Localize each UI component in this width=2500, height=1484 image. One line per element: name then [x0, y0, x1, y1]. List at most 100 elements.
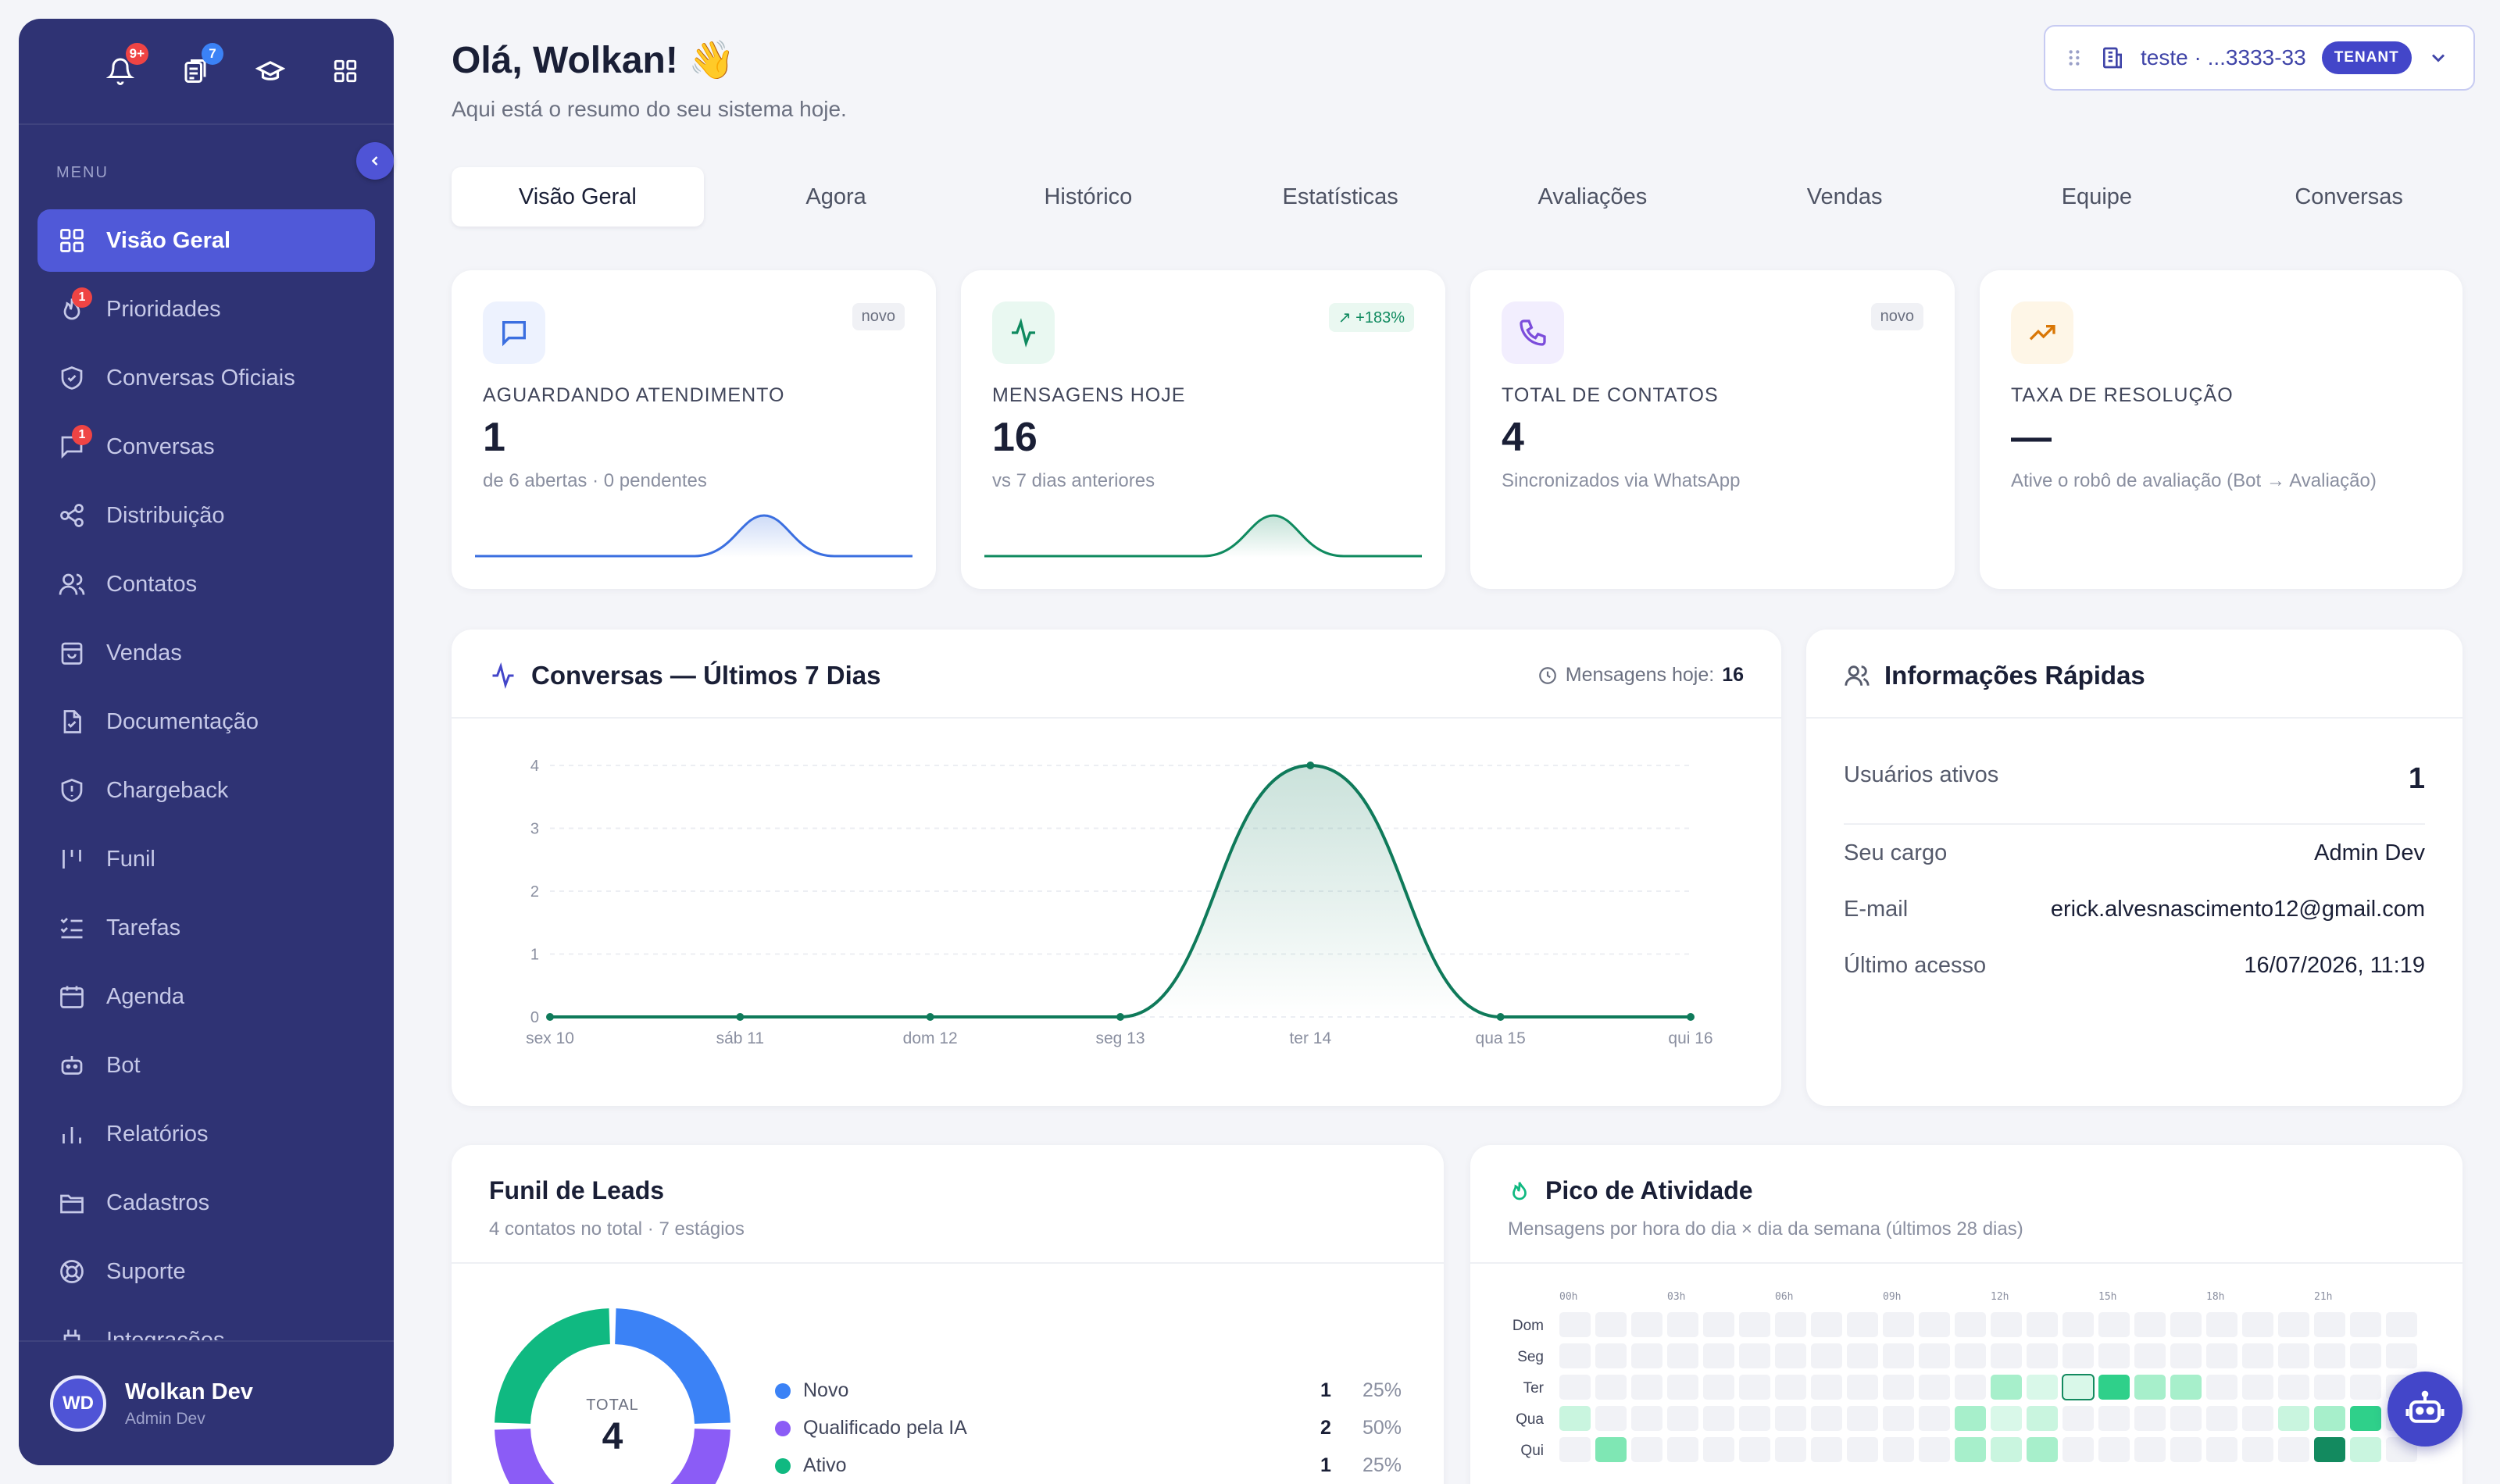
tenant-label: teste · ...3333-33 [2141, 45, 2306, 70]
leads-funnel-card: Funil de Leads 4 contatos no total · 7 e… [452, 1145, 1444, 1484]
heatmap-cell [2242, 1312, 2273, 1337]
sidebar-item-conversas[interactable]: 1 Conversas [38, 416, 375, 478]
bell-icon[interactable]: 9+ [103, 43, 148, 88]
sidebar-item-label: Relatórios [106, 1121, 209, 1147]
tab-agora[interactable]: Agora [805, 184, 866, 209]
heatmap-cell [2314, 1375, 2345, 1400]
heatmap-cell [2062, 1406, 2094, 1431]
kpi-tag: novo [852, 303, 905, 330]
sidebar-item-documentacao[interactable]: Documentação [38, 690, 375, 753]
legend-dot [775, 1382, 791, 1399]
hour-label: 09h [1883, 1291, 1901, 1303]
graduation-cap-icon[interactable] [253, 54, 288, 88]
collapse-sidebar-button[interactable] [356, 142, 394, 180]
heatmap-cell [1955, 1343, 1986, 1368]
tab-avaliacoes[interactable]: Avaliações [1538, 184, 1648, 209]
tab-visao-geral[interactable]: Visão Geral [452, 167, 704, 227]
documents-icon[interactable]: 7 [178, 43, 223, 88]
legend-percent: 25% [1362, 1379, 1402, 1401]
chatbot-fab-button[interactable] [2388, 1372, 2462, 1447]
sidebar: 9+ 7 MENU Visão Geral 1 Prioridades Convers… [19, 19, 394, 1465]
shield-alert-icon [56, 775, 88, 806]
heatmap-cell [1991, 1375, 2022, 1400]
kpi-label: MENSAGENS HOJE [992, 384, 1186, 406]
tab-equipe[interactable]: Equipe [2061, 184, 2133, 209]
heatmap-cell [2350, 1312, 2381, 1337]
sidebar-item-label: Agenda [106, 983, 184, 1009]
sidebar-item-relatorios[interactable]: Relatórios [38, 1103, 375, 1165]
activity-icon [492, 662, 514, 690]
chart-point-5 [1496, 1013, 1505, 1021]
info-row: Seu cargo Admin Dev [1844, 840, 2425, 866]
chart-point-2 [926, 1013, 934, 1021]
sidebar-item-visao-geral[interactable]: Visão Geral [38, 209, 375, 272]
trending-up-icon [2011, 301, 2073, 364]
sidebar-item-contatos[interactable]: Contatos [38, 553, 375, 615]
lifebuoy-icon [56, 1256, 88, 1287]
info-value: erick.alvesnascimento12@gmail.com [2050, 897, 2425, 922]
sidebar-item-vendas[interactable]: Vendas [38, 622, 375, 684]
heatmap-cell [1559, 1312, 1591, 1337]
tab-historico[interactable]: Histórico [1044, 184, 1133, 209]
info-label: Seu cargo [1844, 840, 1948, 865]
tab-estatisticas[interactable]: Estatísticas [1282, 184, 1398, 209]
heatmap-cell [2278, 1375, 2309, 1400]
kpi-card-resolution: TAXA DE RESOLUÇÃO — Ative o robô de aval… [1980, 270, 2462, 589]
heatmap-cell [1667, 1312, 1698, 1337]
sidebar-item-label: Prioridades [106, 296, 221, 322]
heatmap-cell [1631, 1343, 1662, 1368]
sidebar-item-bot[interactable]: Bot [38, 1034, 375, 1097]
heatmap-cell [2350, 1406, 2381, 1431]
x-tick-label: sáb 11 [716, 1029, 765, 1047]
info-label: Último acesso [1844, 953, 1987, 978]
tab-conversas[interactable]: Conversas [2295, 184, 2403, 209]
kpi-sparkline [984, 514, 1422, 558]
activity-subtitle: Mensagens por hora do dia × dia da seman… [1508, 1218, 2023, 1240]
sidebar-item-suporte[interactable]: Suporte [38, 1240, 375, 1303]
heatmap-cell [2062, 1343, 2094, 1368]
sidebar-item-distribuicao[interactable]: Distribuição [38, 484, 375, 547]
sidebar-item-funil[interactable]: Funil [38, 828, 375, 890]
heatmap-cell [1847, 1437, 1878, 1462]
sidebar-item-label: Conversas Oficiais [106, 365, 295, 391]
heatmap-cell [1775, 1343, 1806, 1368]
grid-icon[interactable] [328, 54, 362, 88]
document-icon [56, 706, 88, 737]
nav-badge: 1 [72, 425, 92, 445]
heatmap-cell [2027, 1437, 2058, 1462]
bar-chart-icon [56, 1118, 88, 1150]
sidebar-item-tarefas[interactable]: Tarefas [38, 897, 375, 959]
heatmap-cell [1991, 1312, 2022, 1337]
chart-point-6 [1687, 1013, 1695, 1021]
sidebar-item-chargeback[interactable]: Chargeback [38, 759, 375, 822]
sidebar-item-cadastros[interactable]: Cadastros [38, 1172, 375, 1234]
page-subtitle: Aqui está o resumo do seu sistema hoje. [452, 97, 847, 121]
day-label: Qua [1516, 1411, 1544, 1428]
tab-vendas[interactable]: Vendas [1806, 184, 1883, 209]
legend-percent: 50% [1362, 1417, 1402, 1439]
heatmap-cell [1883, 1375, 1914, 1400]
heatmap-cell [1559, 1437, 1591, 1462]
user-profile[interactable]: WD Wolkan Dev Admin Dev [19, 1340, 394, 1465]
hour-label: 03h [1667, 1291, 1685, 1303]
activity-heatmap: 00h 03h 06h 09h 12h 15h 18h 21h Dom Seg Ter Qua Qui [1512, 1291, 2417, 1462]
active-users-row: Usuários ativos 1 [1844, 762, 2425, 795]
heatmap-cell [1595, 1312, 1627, 1337]
conversations-chart-card: Conversas — Últimos 7 Dias Mensagens hoj… [452, 630, 1781, 1106]
tenant-selector[interactable]: teste · ...3333-33 TENANT [2044, 25, 2475, 91]
chat-icon [483, 301, 545, 364]
heatmap-cell [1919, 1437, 1950, 1462]
phone-icon [1502, 301, 1564, 364]
heatmap-cell [1775, 1312, 1806, 1337]
heatmap-cell [2170, 1343, 2202, 1368]
heatmap-cell [1739, 1437, 1770, 1462]
hour-label: 12h [1991, 1291, 2009, 1303]
heatmap-cell [2170, 1437, 2202, 1462]
sidebar-item-agenda[interactable]: Agenda [38, 965, 375, 1028]
kpi-value: — [2011, 415, 2052, 460]
folder-icon [56, 1187, 88, 1218]
funnel-donut-chart [495, 1308, 730, 1484]
sidebar-item-conversas-oficiais[interactable]: Conversas Oficiais [38, 347, 375, 409]
sidebar-item-prioridades[interactable]: 1 Prioridades [38, 278, 375, 341]
heatmap-cell [1595, 1375, 1627, 1400]
